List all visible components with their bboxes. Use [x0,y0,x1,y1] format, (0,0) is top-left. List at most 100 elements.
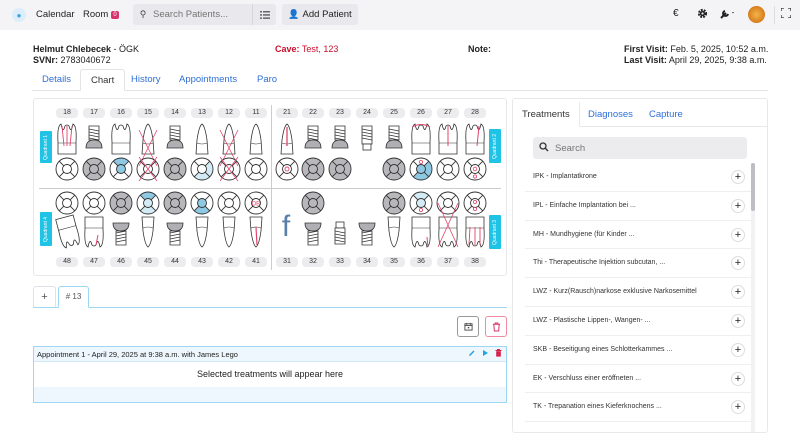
tooth-number[interactable]: 41 [245,257,267,267]
tooth-number[interactable]: 12 [218,108,240,118]
tooth-number[interactable]: 21 [276,108,298,118]
tooth-number[interactable]: 14 [164,108,186,118]
treatment-item[interactable]: IPK - Implantatkrone + [525,163,753,192]
tooth-logo-icon[interactable]: ● [12,8,26,22]
tooth-number[interactable]: 32 [302,257,324,267]
treatment-search-input[interactable] [555,142,735,154]
tab-paro[interactable]: Paro [257,74,278,85]
add-treatment-button[interactable]: + [731,198,745,213]
treatment-label: MH - Mundhygiene (für Kinder ... [533,230,635,238]
tab-capture[interactable]: Capture [649,109,683,120]
treatment-list: IPK - Implantatkrone + IPL - Einfache Imp… [525,163,753,423]
scrollbar-thumb[interactable] [751,163,755,211]
add-appointment-tab-button[interactable]: + [33,286,56,307]
tooth-number[interactable]: 48 [56,257,78,267]
patient-name-line: Helmut Chlebecek - ÖGK [33,44,139,54]
tooth-number[interactable]: 44 [164,257,186,267]
tooth-number[interactable]: 18 [56,108,78,118]
user-avatar[interactable] [748,6,765,23]
add-treatment-button[interactable]: + [731,400,745,415]
chart-midline-horizontal [39,188,501,189]
schedule-button[interactable] [457,316,479,337]
tools-dropdown[interactable] [720,8,736,22]
fullscreen-icon[interactable] [780,7,792,21]
tooth-number[interactable]: 47 [83,257,105,267]
tooth-number[interactable]: 13 [191,108,213,118]
tooth-number[interactable]: 33 [329,257,351,267]
add-treatment-button[interactable]: + [731,285,745,300]
treatment-item[interactable]: LWZ - Kurz(Rausch)narkose exklusive Nark… [525,278,753,307]
tooth-number[interactable]: 45 [137,257,159,267]
tooth-number[interactable]: 15 [137,108,159,118]
treatment-label: TK - Trepanation eines Kieferknochens ..… [533,403,662,411]
add-treatment-button[interactable]: + [731,227,745,242]
tab-diagnoses[interactable]: Diagnoses [588,109,633,120]
treatment-item[interactable]: IPL - Einfache Implantation bei ... + [525,192,753,221]
treatment-item[interactable]: MH - Mundhygiene (für Kinder ... + [525,221,753,250]
tab-history[interactable]: History [131,74,161,85]
play-icon[interactable] [482,347,489,362]
search-icon: ⚲ [139,9,147,19]
add-treatment-button[interactable]: + [731,256,745,271]
calendar-link[interactable]: Calendar [36,9,75,20]
add-treatment-button[interactable]: + [731,170,745,184]
tooth-number[interactable]: 34 [356,257,378,267]
appointment-header: Appointment 1 - April 29, 2025 at 9:38 a… [34,347,506,362]
tooth-number[interactable]: 31 [276,257,298,267]
tooth-number[interactable]: 23 [329,108,351,118]
patient-svnr-line: SVNr: 2783040672 [33,55,111,65]
divider [774,6,775,24]
tooth-number[interactable]: 38 [464,257,486,267]
delete-appointment-button[interactable] [485,316,507,337]
tooth-number[interactable]: 43 [191,257,213,267]
gear-icon[interactable] [697,8,708,22]
patient-search-input[interactable] [153,9,253,20]
tooth-number[interactable]: 26 [410,108,432,118]
treatment-item[interactable]: EK - Verschluss einer eröffneten ... + [525,365,753,394]
tooth-number[interactable]: 28 [464,108,486,118]
cave-line: Cave: Test, 123 [275,44,338,54]
teeth-diagram[interactable]: DB f [34,99,508,277]
add-treatment-button[interactable]: + [731,313,745,328]
add-patient-button[interactable]: 👤 Add Patient [282,4,358,25]
first-visit-line: First Visit: Feb. 5, 2025, 10:52 a.m. [624,44,768,54]
treatment-label: LWZ - Plastische Lippen-, Wangen- ... [533,316,651,324]
first-visit-label: First Visit: [624,44,668,54]
tooth-number[interactable]: 22 [302,108,324,118]
appointment-tab-13[interactable]: # 13 [58,286,89,308]
treatment-item[interactable]: SKB - Beseitigung eines Schlotterkammes … [525,336,753,365]
tab-chart[interactable]: Chart [80,69,126,91]
tab-appointments[interactable]: Appointments [179,74,238,85]
trash-icon [492,321,500,332]
tooth-number[interactable]: 25 [383,108,405,118]
dental-chart: Quadrant 1 Quadrant 2 Quadrant 3 Quadran… [33,98,507,276]
euro-button[interactable]: € [673,8,679,19]
treatment-search [533,137,747,159]
tooth-number[interactable]: 36 [410,257,432,267]
treatment-item[interactable]: Thi - Therapeutische Injektion subcutan,… [525,249,753,279]
patient-list-button[interactable] [252,4,276,25]
tooth-number[interactable]: 17 [83,108,105,118]
svnr-value: 2783040672 [58,55,111,65]
last-visit-value: April 29, 2025, 9:38 a.m. [666,55,767,65]
treatment-item[interactable]: LWZ - Plastische Lippen-, Wangen- ... + [525,307,753,336]
search-icon [533,141,555,155]
tooth-number[interactable]: 16 [110,108,132,118]
treatment-item[interactable]: TK - Trepanation eines Kieferknochens ..… [525,393,753,423]
pencil-icon[interactable] [468,347,476,362]
tab-treatments[interactable]: Treatments [513,102,580,127]
add-treatment-button[interactable]: + [731,371,745,386]
tooth-number[interactable]: 46 [110,257,132,267]
tooth-number[interactable]: 42 [218,257,240,267]
add-treatment-button[interactable]: + [731,342,745,357]
tooth-number[interactable]: 35 [383,257,405,267]
room-link[interactable]: Room 0 [83,9,119,20]
tab-details[interactable]: Details [42,74,72,85]
tooth-number[interactable]: 27 [437,108,459,118]
tooth-number[interactable]: 37 [437,257,459,267]
tooth-number[interactable]: 24 [356,108,378,118]
trash-icon[interactable] [495,347,502,362]
treatment-list-scrollbar[interactable] [751,163,755,432]
tooth-number[interactable]: 11 [245,108,267,118]
patient-name: Helmut Chlebecek [33,44,112,54]
